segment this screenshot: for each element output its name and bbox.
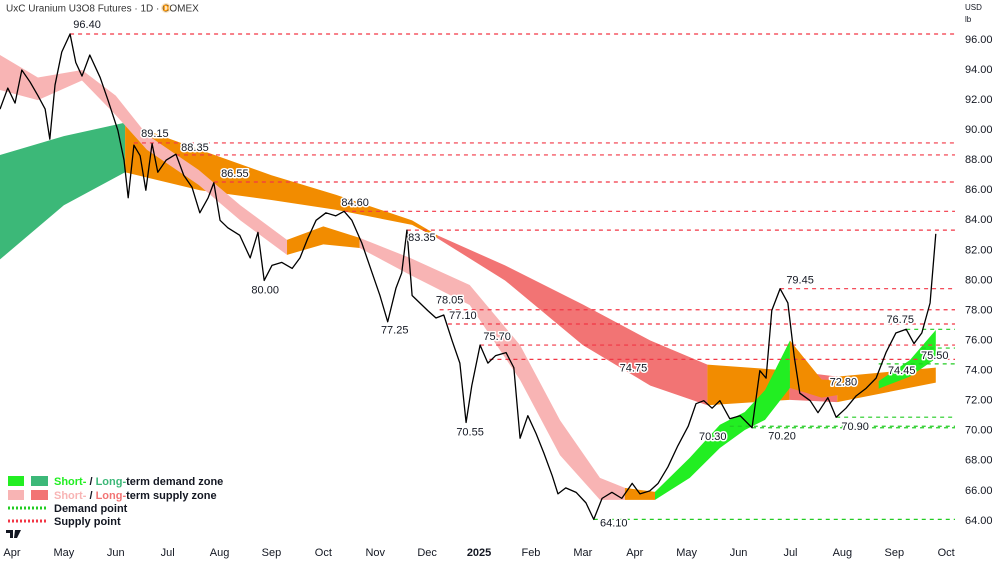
legend-long: Long-	[96, 476, 127, 488]
pivot-label: 74.45	[888, 365, 916, 377]
pivot-label: 89.15	[141, 128, 169, 140]
legend-text: Supply point	[54, 516, 121, 528]
y-tick-label: 78.00	[965, 304, 993, 316]
labels: 96.40 89.15 88.35 86.55 84.60 83.35 80.00 77.25…	[72, 17, 950, 530]
x-tick-label: Mar	[573, 547, 592, 559]
chart-title: UxC Uranium U3O8 Futures · 1D · COMEX	[6, 4, 199, 15]
x-tick-label: Apr	[3, 547, 20, 559]
legend-swatch	[8, 476, 24, 486]
legend-swatch	[31, 476, 48, 486]
x-tick-label: Jul	[783, 547, 797, 559]
x-tick-label: Jun	[107, 547, 125, 559]
x-tick-label: Feb	[521, 547, 540, 559]
y-tick-label: 88.00	[965, 154, 993, 166]
legend-sep: /	[86, 476, 95, 488]
zone	[0, 122, 126, 260]
pivot-label: 75.70	[483, 331, 511, 343]
y-tick-label: 80.00	[965, 274, 993, 286]
legend-label: term demand zone	[126, 476, 223, 488]
pivot-label: 64.10	[600, 517, 628, 529]
x-tick-label: Dec	[417, 547, 437, 559]
y-tick-label: 90.00	[965, 124, 993, 136]
y-tick-label: 84.00	[965, 214, 993, 226]
pivot-label: 83.35	[408, 232, 436, 244]
levels	[70, 33, 955, 521]
pivot-label: 84.60	[341, 197, 369, 209]
y-tick-label: 92.00	[965, 94, 993, 106]
pivot-label: 72.80	[830, 377, 858, 389]
pivot-label: 86.55	[221, 168, 249, 180]
logo	[6, 530, 21, 538]
x-tick-label: Nov	[365, 547, 385, 559]
plot	[0, 33, 937, 521]
legend-swatch	[31, 490, 48, 500]
x-tick-label: Jun	[730, 547, 748, 559]
badge: D	[163, 4, 169, 13]
y-tick-label: 64.00	[965, 515, 993, 527]
zone	[359, 237, 625, 500]
y-tick-label: 86.00	[965, 184, 993, 196]
legend-text: Short- / Long-term demand zone	[54, 476, 223, 488]
zone	[437, 235, 708, 406]
y-tick-label: 76.00	[965, 334, 993, 346]
pivot-label: 75.50	[921, 350, 949, 362]
unit: lb	[965, 15, 972, 24]
x-tick-label: Oct	[938, 547, 955, 559]
pivot-label: 80.00	[251, 284, 279, 296]
x-tick-label: Aug	[210, 547, 230, 559]
pivot-label: 78.05	[436, 295, 464, 307]
pivot-label: 70.55	[456, 426, 484, 438]
pivot-label: 70.30	[699, 431, 727, 443]
zone	[789, 340, 879, 398]
x-tick-label: May	[676, 547, 697, 559]
y-tick-label: 70.00	[965, 425, 993, 437]
pivot-label: 96.40	[73, 19, 101, 31]
pivot-label: 76.75	[886, 314, 914, 326]
zone	[878, 330, 936, 389]
y-tick-label: 74.00	[965, 365, 993, 377]
x-tick-label: Sep	[262, 547, 282, 559]
currency: USD	[965, 3, 982, 12]
legend-text: Demand point	[54, 503, 128, 515]
x-tick-label: Apr	[626, 547, 643, 559]
pivot-label: 77.10	[449, 310, 477, 322]
x-tick-label: Aug	[833, 547, 853, 559]
pivot-label: 77.25	[381, 325, 409, 337]
legend-long: Long-	[96, 490, 127, 502]
legend-sep: /	[86, 490, 95, 502]
legend-short: Short-	[54, 476, 87, 488]
legend-label: term supply zone	[126, 490, 216, 502]
y-tick-label: 66.00	[965, 485, 993, 497]
x-tick-label: Oct	[315, 547, 332, 559]
x-tick-label: May	[53, 547, 74, 559]
zones	[0, 55, 936, 500]
badge-bg	[161, 3, 171, 13]
pivot-label: 79.45	[786, 275, 814, 287]
legend-short: Short-	[54, 490, 87, 502]
zone	[655, 340, 790, 500]
x-tick-label: Jul	[161, 547, 175, 559]
x-tick-label: 2025	[467, 547, 491, 559]
y-tick-label: 94.00	[965, 64, 993, 76]
pivot-label: 74.75	[620, 362, 648, 374]
legend-text: Short- / Long-term supply zone	[54, 490, 217, 502]
x-tick-label: Sep	[884, 547, 904, 559]
y-tick-label: 82.00	[965, 244, 993, 256]
y-tick-label: 96.00	[965, 34, 993, 46]
legend: Short- / Long-term demand zone Short- / …	[8, 476, 223, 528]
pivot-label: 70.20	[768, 431, 796, 443]
pivot-label: 88.35	[181, 142, 209, 154]
zone	[0, 55, 288, 255]
zone	[125, 122, 438, 239]
y-tick-label: 72.00	[965, 395, 993, 407]
pivot-label: 70.90	[841, 421, 869, 433]
legend-swatch	[8, 490, 24, 500]
y-tick-label: 68.00	[965, 455, 993, 467]
price-line	[0, 33, 937, 521]
zone	[287, 226, 360, 255]
